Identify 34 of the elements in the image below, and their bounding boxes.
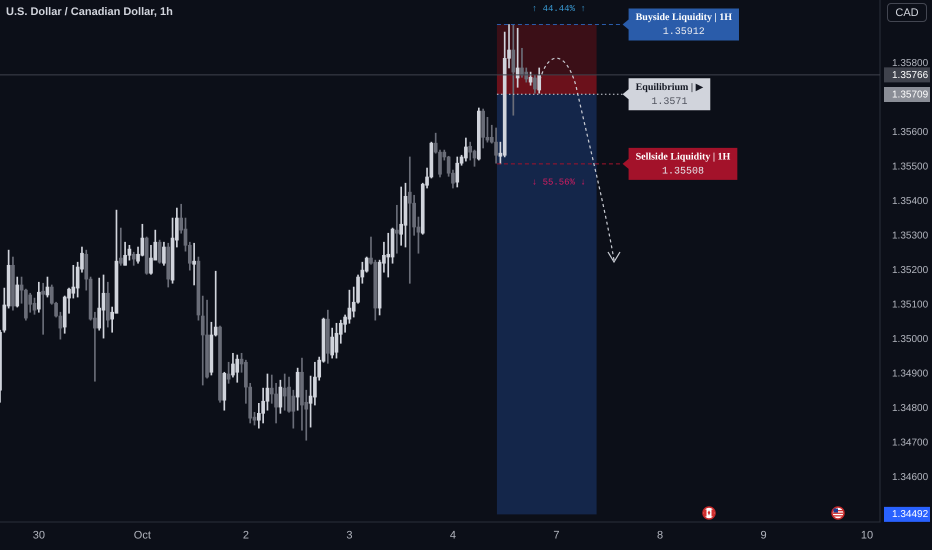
annotation: 1.35912 xyxy=(662,27,705,38)
x-tick-label: 4 xyxy=(450,530,456,542)
y-tick-label: 1.35600 xyxy=(892,126,929,138)
y-tick-label: 1.35709 xyxy=(892,89,929,100)
x-tick-label: 30 xyxy=(32,530,45,542)
y-tick-label: 1.34700 xyxy=(892,437,929,448)
x-tick-label: 10 xyxy=(860,530,874,542)
x-tick-label: Oct xyxy=(134,530,151,542)
x-tick-label: 7 xyxy=(553,530,560,542)
ref-line-label: Buyside Liquidity | 1H xyxy=(636,12,732,24)
annotation: 1.35508 xyxy=(662,166,704,178)
y-tick-label: 1.34600 xyxy=(892,472,929,483)
y-tick-label: 1.35800 xyxy=(892,58,929,69)
y-tick-label: 1.35000 xyxy=(892,334,929,345)
x-tick-label: 3 xyxy=(346,530,352,542)
ref-line-label: Sellside Liquidity | 1H xyxy=(636,151,731,162)
y-tick-label: 1.34900 xyxy=(892,368,929,380)
y-tick-label: 1.35300 xyxy=(892,230,929,242)
text: U.S. Dollar / Canadian Dollar, 1h xyxy=(6,6,173,18)
y-tick-label: 1.35500 xyxy=(892,161,929,172)
text: CAD xyxy=(887,3,927,22)
y-tick-label: 1.34492 xyxy=(892,509,929,520)
x-tick-label: 9 xyxy=(760,530,767,542)
y-tick-label: 1.35400 xyxy=(892,196,929,207)
annotation: ↓ 55.56% ↓ xyxy=(532,177,586,188)
annotation: ↑ 44.44% ↑ xyxy=(532,4,586,14)
ref-line-label: Equilibrium | ▶ xyxy=(636,82,704,93)
y-tick-label: 1.34800 xyxy=(892,402,929,414)
ref-line-label: 1.35766 xyxy=(892,70,929,82)
x-tick-label: 2 xyxy=(242,530,249,542)
y-tick-label: 1.35100 xyxy=(892,299,929,310)
annotation: 1.3571 xyxy=(651,96,688,108)
x-tick-label: 8 xyxy=(656,530,664,542)
y-tick-label: 1.35200 xyxy=(892,264,929,276)
